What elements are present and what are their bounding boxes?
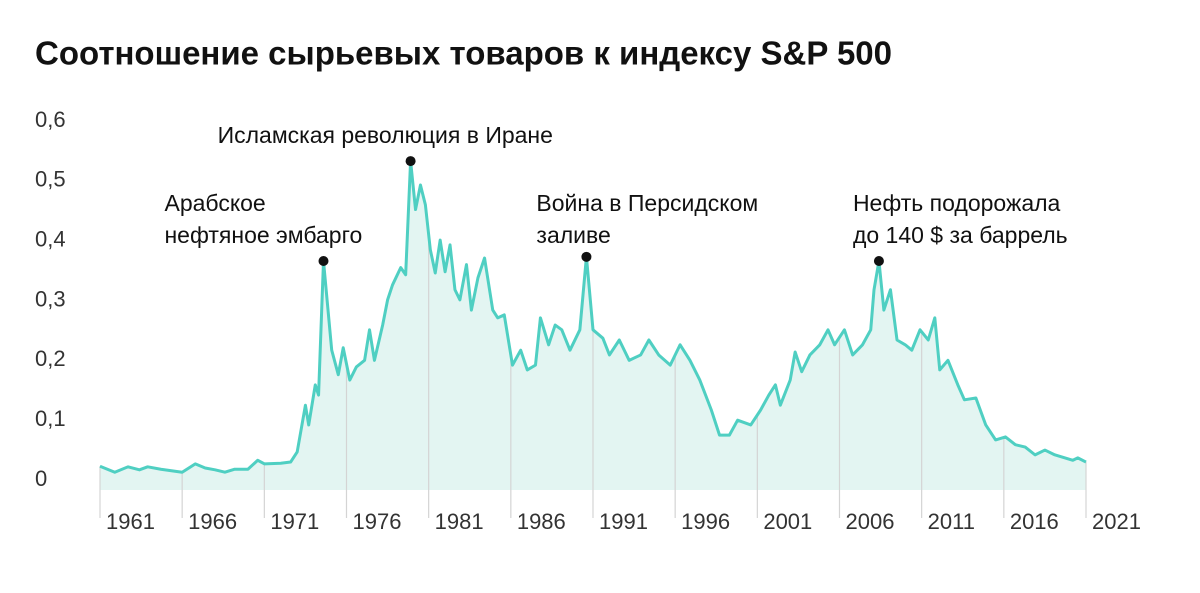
annotation: Арабское [164,190,265,216]
annotation: Исламская революция в Иране [218,122,553,148]
x-tick-label: 1996 [681,509,730,534]
annotation: заливе [536,222,610,248]
x-tick-label: 1961 [106,509,155,534]
x-tick-label: 2011 [928,509,975,534]
chart-title: Соотношение сырьевых товаров к индексу S… [35,35,892,72]
x-tick-label: 2016 [1010,509,1059,534]
x-tick-label: 2006 [846,509,895,534]
x-tick-label: 1976 [353,509,402,534]
x-tick-label: 1966 [188,509,237,534]
x-tick-label: 1971 [270,509,319,534]
annotation-dot [873,256,884,267]
annotation: Война в Персидском [536,190,758,216]
x-tick-label: 2021 [1092,509,1141,534]
x-tick-label: 1986 [517,509,566,534]
annotation: до 140 $ за баррель [853,222,1068,248]
annotation: нефтяное эмбарго [164,222,362,248]
x-tick-label: 1991 [599,509,648,534]
line [99,159,1087,474]
y-tick-label: 0,2 [35,346,66,371]
y-tick-label: 0,1 [35,406,66,431]
y-tick-label: 0,6 [35,107,66,132]
annotation-dot [405,156,416,167]
annotation: Нефть подорожала [853,190,1061,216]
annotation-dot [581,251,592,262]
y-tick-label: 0,3 [35,286,66,311]
y-tick-label: 0 [35,466,47,491]
x-tick-label: 2001 [763,509,812,534]
y-tick-label: 0,5 [35,167,66,192]
annotation-dot [318,256,329,267]
y-tick-label: 0,4 [35,226,66,251]
x-tick-label: 1981 [435,509,484,534]
